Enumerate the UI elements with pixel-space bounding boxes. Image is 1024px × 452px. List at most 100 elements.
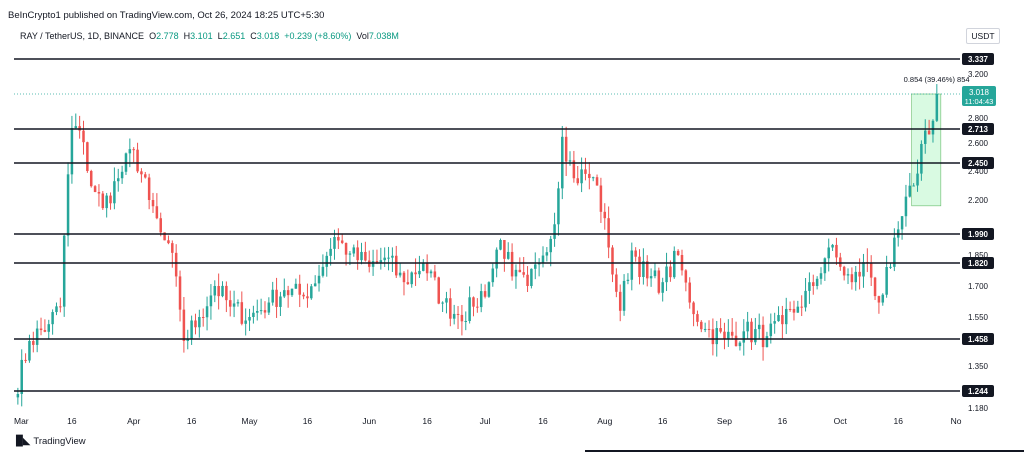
candle-body	[449, 298, 452, 319]
candle-body	[518, 269, 522, 273]
candle-body	[842, 266, 846, 276]
candle-body	[86, 142, 89, 171]
candle-body	[734, 335, 738, 347]
candle-body	[20, 359, 23, 394]
candle-body	[120, 171, 124, 179]
candle-body	[375, 261, 379, 263]
candle-body	[479, 291, 483, 308]
candle-body	[217, 286, 220, 297]
candle-body	[804, 290, 807, 308]
candle-body	[28, 341, 31, 361]
candle-body	[186, 338, 190, 341]
candle-body	[47, 324, 51, 332]
candle-body	[433, 271, 437, 278]
bottom-divider	[585, 450, 1024, 452]
tradingview-logo[interactable]: ▉◣ TradingView	[16, 436, 86, 447]
open-value: 2.778	[156, 31, 179, 41]
candle-body	[823, 258, 827, 274]
candle-body	[140, 171, 143, 175]
y-tick-label: 1.850	[968, 251, 989, 260]
candle-body	[812, 282, 815, 286]
x-tick-label: Apr	[127, 416, 140, 426]
candle-body	[723, 331, 726, 339]
candle-body	[352, 247, 356, 254]
candle-body	[634, 250, 637, 257]
last-price-text: 3.018	[969, 88, 990, 97]
candle-body	[348, 253, 352, 255]
candle-body	[429, 271, 433, 274]
candle-body	[580, 169, 583, 184]
candle-body	[607, 218, 610, 248]
candle-body	[340, 240, 344, 243]
candle-body	[765, 336, 769, 348]
candle-body	[773, 321, 776, 324]
candle-body	[209, 295, 213, 307]
candle-body	[116, 178, 120, 182]
candle-body	[595, 177, 599, 186]
candle-body	[422, 263, 425, 271]
candle-body	[441, 302, 444, 304]
candle-body	[831, 244, 834, 248]
candle-body	[182, 309, 186, 341]
candle-body	[638, 256, 641, 277]
candle-body	[259, 310, 263, 312]
candle-body	[452, 313, 456, 319]
candle-body	[24, 359, 27, 361]
close-label: C	[250, 31, 257, 41]
candle-body	[460, 314, 464, 322]
candle-body	[468, 297, 471, 321]
level-tag	[962, 123, 994, 135]
level-tag-text: 1.990	[968, 230, 989, 239]
high-value: 3.101	[190, 31, 213, 41]
candle-body	[205, 306, 209, 318]
candle-body	[676, 250, 680, 255]
level-tag	[962, 385, 994, 397]
candle-body	[174, 252, 178, 277]
symbol-info-line: RAY / TetherUS, 1D, BINANCE O2.778 H3.10…	[20, 31, 399, 41]
candle-body	[283, 290, 286, 297]
candle-body	[93, 186, 97, 193]
candle-body	[178, 276, 182, 310]
close-value: 3.018	[256, 31, 280, 41]
candle-body	[761, 324, 765, 348]
candle-body	[317, 275, 321, 284]
candle-body	[487, 282, 491, 297]
candle-body	[329, 248, 332, 256]
candle-body	[522, 272, 525, 275]
level-tag-text: 2.713	[968, 125, 989, 134]
candle-body	[256, 311, 259, 313]
candle-body	[360, 251, 363, 261]
candle-body	[846, 274, 850, 276]
symbol-title[interactable]: RAY / TetherUS, 1D, BINANCE	[20, 31, 145, 41]
candle-body	[425, 263, 429, 274]
candle-body	[201, 317, 205, 318]
candle-body	[730, 331, 734, 336]
x-tick-label: 16	[187, 416, 197, 426]
candle-body	[510, 251, 514, 277]
candle-body	[221, 285, 224, 297]
level-tag-text: 3.337	[968, 55, 989, 64]
candle-body	[395, 255, 398, 276]
candle-body	[750, 321, 753, 343]
axes-layer: 3.200 2.800 2.600 2.400 2.200 1.850 1.700 1.550…	[14, 70, 996, 426]
candle-body	[626, 279, 630, 281]
x-tick-label: 16	[893, 416, 903, 426]
currency-button[interactable]: USDT	[966, 28, 1000, 44]
candle-body	[147, 177, 151, 200]
candle-body	[777, 315, 780, 322]
candle-body	[873, 277, 877, 297]
candle-body	[684, 270, 688, 283]
candle-body	[101, 193, 105, 209]
x-tick-label: Aug	[597, 416, 612, 426]
candle-body	[858, 271, 861, 277]
candle-body	[788, 308, 792, 310]
candle-body	[615, 274, 618, 292]
candle-body	[82, 130, 85, 143]
candle-body	[839, 257, 842, 267]
candle-body	[476, 306, 479, 308]
candle-body	[109, 195, 112, 204]
candle-body	[391, 255, 394, 258]
x-tick-label: 16	[67, 416, 77, 426]
candle-body	[792, 308, 796, 313]
